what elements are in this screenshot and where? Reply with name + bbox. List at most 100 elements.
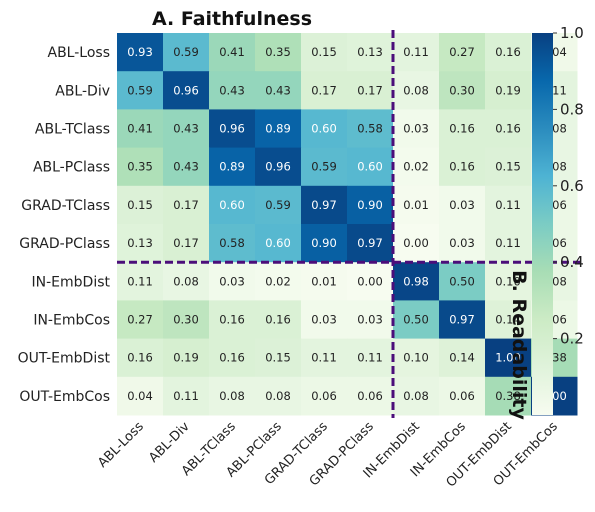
- row-labels: ABL-Loss ABL-Div ABL-TClass ABL-PClass GRAD-…: [18, 45, 111, 405]
- heatmap-cell: [301, 109, 348, 149]
- cell-value-label: 0.10: [403, 351, 429, 365]
- cell-value-label: 0.59: [127, 83, 153, 97]
- cell-value-label: 0.16: [449, 122, 475, 136]
- cell-value-label: 0.01: [311, 274, 337, 288]
- heatmap-cell: [163, 147, 210, 187]
- cell-value-label: 0.97: [357, 236, 383, 250]
- cell-value-label: 0.08: [219, 389, 245, 403]
- heatmap-cell: [439, 109, 486, 149]
- cell-value-label: 0.15: [127, 198, 153, 212]
- cell-value-label: 0.11: [173, 389, 199, 403]
- heatmap-cell: [255, 185, 302, 225]
- cell-value-label: 0.10: [495, 274, 521, 288]
- heatmap-cell: [255, 71, 302, 110]
- cell-value-label: 0.02: [403, 160, 429, 174]
- heatmap-cell: [485, 338, 532, 378]
- heatmap-cell: [117, 300, 164, 340]
- cell-value-label: 0.19: [173, 351, 199, 365]
- heatmap-cell: [117, 224, 164, 263]
- heatmap-cell: [117, 262, 164, 301]
- cell-value-label: 0.58: [219, 236, 245, 250]
- cell-value-label: 0.16: [495, 45, 521, 59]
- heatmap-cell: [485, 33, 532, 72]
- column-label: ABL-Loss: [95, 419, 147, 471]
- heatmap-cell: [163, 33, 210, 72]
- cell-value-label: 0.17: [357, 83, 383, 97]
- cell-value-label: 0.59: [265, 198, 291, 212]
- heatmap-cell: [209, 224, 256, 263]
- heatmap-cell: [255, 147, 302, 187]
- row-label: ABL-Loss: [48, 45, 111, 61]
- cell-value-label: 0.50: [403, 313, 429, 327]
- cell-value-label: 0.06: [311, 389, 337, 403]
- heatmap-cell: [209, 71, 256, 110]
- cell-value-label: 0.30: [173, 313, 199, 327]
- cell-value-label: 0.08: [403, 389, 429, 403]
- heatmap-cell: [163, 262, 210, 301]
- heatmap-cell: [255, 224, 302, 263]
- cell-value-label: 0.13: [357, 45, 383, 59]
- heatmap-cell: [117, 338, 164, 378]
- heatmap-cell: [301, 147, 348, 187]
- heatmap-cell: [393, 185, 440, 225]
- heatmap-cell: [393, 262, 440, 301]
- heatmap-cell: [347, 33, 394, 72]
- cell-value-label: 0.60: [219, 198, 245, 212]
- heatmap-cell: [393, 300, 440, 340]
- cell-value-label: 0.11: [311, 351, 337, 365]
- heatmap-cell: [163, 185, 210, 225]
- heatmap-cell: [439, 224, 486, 263]
- cell-value-label: 0.41: [127, 122, 153, 136]
- cell-value-label: 0.97: [311, 198, 337, 212]
- cell-value-label: 0.43: [265, 83, 291, 97]
- heatmap-cell: [301, 300, 348, 340]
- heatmap-cell: [485, 376, 532, 416]
- heatmap-cell: [163, 224, 210, 263]
- cell-value-label: 0.06: [449, 389, 475, 403]
- heatmap-cell: [439, 33, 486, 72]
- cell-value-label: 0.17: [173, 198, 199, 212]
- heatmap-cell: [393, 33, 440, 72]
- heatmap-cell: [439, 376, 486, 416]
- cell-value-label: 0.90: [311, 236, 337, 250]
- cell-value-label: 0.14: [449, 351, 475, 365]
- cell-value-label: 0.11: [495, 236, 521, 250]
- colorbar: 0.2 0.4 0.6 0.8 1.0: [532, 24, 584, 415]
- colorbar-tick-label: 0.6: [560, 177, 584, 195]
- heatmap-cell: [255, 338, 302, 378]
- cell-value-label: 0.43: [173, 122, 199, 136]
- heatmap-cell: [393, 338, 440, 378]
- row-label: IN-EmbDist: [32, 274, 111, 290]
- heatmap-cell: [163, 71, 210, 110]
- heatmap-cell: [485, 185, 532, 225]
- row-label: ABL-TClass: [35, 122, 110, 138]
- cell-value-label: 0.16: [127, 351, 153, 365]
- heatmap-cell: [347, 185, 394, 225]
- cell-value-label: 0.00: [403, 236, 429, 250]
- heatmap-cell: [301, 262, 348, 301]
- heatmap-cell: [255, 262, 302, 301]
- cell-value-label: 0.02: [265, 274, 291, 288]
- cell-value-label: 0.15: [495, 160, 521, 174]
- column-labels: ABL-Loss ABL-DivABL-TClassABL-PClassGRAD-…: [95, 419, 561, 490]
- cell-value-label: 0.43: [219, 83, 245, 97]
- cell-value-label: 0.89: [265, 122, 291, 136]
- heatmap-cell: [163, 109, 210, 149]
- cell-value-label: 0.98: [403, 274, 429, 288]
- heatmap-cell: [209, 33, 256, 72]
- cell-value-label: 0.03: [449, 236, 475, 250]
- heatmap-cell: [255, 33, 302, 72]
- cell-value-label: 0.11: [357, 351, 383, 365]
- cell-value-label: 0.60: [357, 160, 383, 174]
- row-label: GRAD-PClass: [19, 236, 110, 252]
- heatmap-cell: [301, 185, 348, 225]
- cell-value-label: 0.16: [495, 122, 521, 136]
- cell-value-label: 0.59: [311, 160, 337, 174]
- cell-value-label: 0.27: [449, 45, 475, 59]
- heatmap-cell: [117, 71, 164, 110]
- cell-value-label: 0.03: [311, 313, 337, 327]
- heatmap-cell: [117, 147, 164, 187]
- heatmap-cell: [347, 338, 394, 378]
- heatmap-cell: [393, 147, 440, 187]
